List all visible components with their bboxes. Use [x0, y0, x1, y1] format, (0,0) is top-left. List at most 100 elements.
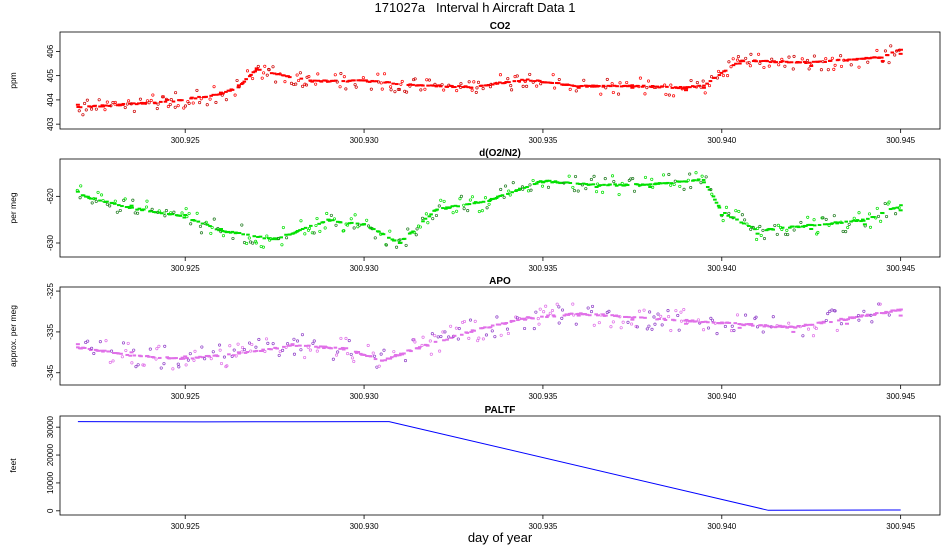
data-point: [163, 100, 168, 103]
data-point: [248, 240, 252, 244]
data-point: [299, 348, 303, 352]
data-point: [888, 208, 893, 211]
data-point: [522, 186, 527, 189]
data-point: [727, 60, 731, 64]
data-point: [898, 52, 903, 55]
data-point: [406, 83, 411, 86]
x-tick-label: 300.935: [528, 522, 557, 531]
data-point: [121, 102, 126, 105]
data-point: [334, 223, 338, 227]
data-point: [333, 79, 338, 82]
data-point: [230, 230, 235, 233]
data-point: [899, 308, 903, 311]
data-point: [110, 202, 115, 205]
data-point: [384, 243, 388, 247]
data-point: [750, 225, 754, 228]
data-point: [450, 205, 455, 208]
data-point: [136, 363, 140, 367]
data-point: [761, 228, 765, 232]
data-point: [311, 341, 315, 345]
data-point: [818, 60, 822, 63]
data-point: [562, 83, 566, 86]
data-point: [373, 358, 378, 361]
data-point: [562, 314, 567, 317]
data-point: [832, 214, 836, 218]
data-point: [844, 322, 849, 325]
data-point: [866, 60, 870, 64]
data-point: [477, 336, 481, 340]
data-point: [731, 57, 735, 61]
data-point: [443, 330, 447, 334]
data-point: [696, 318, 700, 322]
data-point: [887, 200, 891, 204]
data-point: [472, 202, 477, 205]
data-point: [715, 76, 720, 80]
data-point: [82, 346, 87, 349]
data-point: [816, 60, 820, 63]
data-point: [670, 86, 675, 89]
data-point: [267, 68, 271, 72]
data-point: [590, 85, 594, 88]
data-point: [681, 87, 685, 90]
data-point: [308, 348, 312, 352]
data-point: [86, 339, 90, 343]
data-point: [736, 55, 740, 59]
data-point: [101, 105, 105, 108]
x-tick-label: 300.940: [707, 392, 736, 401]
data-point: [783, 325, 787, 328]
data-point: [557, 305, 561, 309]
data-point: [662, 317, 667, 320]
panel-frame: [59, 415, 941, 516]
data-point: [397, 354, 402, 357]
panel-title: PALTF: [485, 405, 516, 416]
data-point: [506, 192, 510, 195]
data-point: [186, 358, 190, 362]
data-point: [574, 89, 578, 93]
data-point: [661, 173, 666, 177]
y-axis-label: feet: [8, 458, 18, 473]
data-point: [189, 222, 193, 226]
data-point: [505, 327, 510, 331]
data-point: [874, 312, 879, 315]
data-point: [474, 90, 478, 94]
data-point: [142, 208, 146, 211]
data-point: [457, 326, 461, 331]
data-point: [826, 68, 830, 72]
data-point: [221, 234, 226, 238]
data-point: [789, 61, 794, 64]
data-point: [254, 349, 259, 352]
data-point: [281, 225, 285, 230]
data-point: [224, 90, 228, 93]
data-point: [686, 178, 690, 182]
panel-4: PALTF feet 300.925 300.930 300.935 300.940 300…: [8, 405, 941, 531]
data-point: [77, 109, 81, 113]
data-point: [420, 343, 424, 348]
data-point: [826, 312, 830, 316]
x-tick-label: 300.925: [171, 392, 200, 401]
data-point: [873, 56, 878, 59]
data-point: [449, 336, 454, 339]
data-point: [490, 324, 495, 327]
data-point: [672, 94, 676, 98]
data-point: [758, 61, 762, 66]
data-point: [159, 212, 164, 215]
data-point: [898, 209, 903, 212]
data-point: [140, 102, 145, 105]
data-point: [389, 88, 393, 92]
data-point: [860, 218, 865, 221]
data-point: [814, 326, 818, 331]
data-point: [775, 232, 779, 236]
data-point: [312, 339, 316, 343]
data-point: [786, 232, 790, 237]
data-point: [377, 364, 381, 368]
data-point: [703, 91, 707, 95]
data-point: [525, 78, 530, 81]
data-point: [578, 183, 582, 186]
data-point: [537, 322, 541, 326]
data-point: [108, 204, 112, 208]
data-point: [864, 314, 869, 317]
data-point: [225, 364, 229, 368]
data-point: [132, 109, 136, 113]
data-point: [132, 354, 137, 357]
y-tick-label: 405: [46, 68, 55, 82]
